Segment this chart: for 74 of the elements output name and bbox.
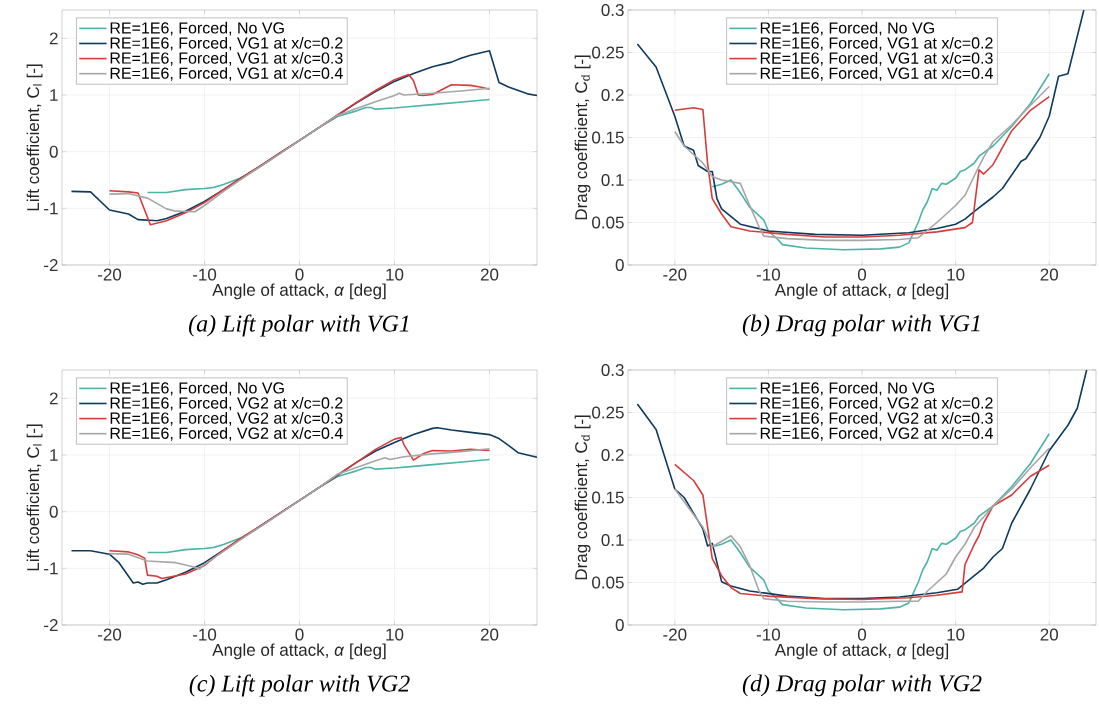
x-axis-title: Angle of attack, α [deg] xyxy=(774,643,949,660)
x-tick-label: 20 xyxy=(480,628,499,641)
y-tick-label: 0.3 xyxy=(601,363,624,377)
x-tick-label: 10 xyxy=(947,268,965,281)
y-axis-title: Lift coefficient, C$_{l}$ [-] xyxy=(26,424,43,571)
y-tick-label: 0.1 xyxy=(601,533,624,547)
y-tick-label: 0.05 xyxy=(592,216,624,229)
y-tick-label: 0 xyxy=(615,618,624,632)
legend-label: RE=1E6, Forced, VG1 at x/c=0.4 xyxy=(760,67,993,81)
legend-label: RE=1E6, Forced, VG2 at x/c=0.2 xyxy=(760,396,993,411)
y-tick-label: -1 xyxy=(44,562,58,575)
x-tick-label: 20 xyxy=(1040,628,1059,641)
y-axis-title: Lift coefficient, C$_{l}$ [-] xyxy=(26,64,43,211)
x-tick-label: 10 xyxy=(947,628,965,641)
legend-label: RE=1E6, Forced, VG2 at x/c=0.2 xyxy=(110,396,343,411)
x-tick-label: -10 xyxy=(192,268,217,281)
text: (d) Drag polar with VG2 xyxy=(742,674,982,697)
y-tick-label: 0.3 xyxy=(601,3,624,17)
y-tick-label: 0.05 xyxy=(592,576,624,589)
legend-label: RE=1E6, Forced, VG2 at x/c=0.4 xyxy=(760,427,993,441)
x-axis-title: Angle of attack, α [deg] xyxy=(212,283,386,300)
legend-label: RE=1E6, Forced, No VG xyxy=(110,381,284,396)
legend-label: RE=1E6, Forced, VG1 at x/c=0.3 xyxy=(110,52,343,66)
line-series xyxy=(108,87,491,213)
x-axis-title: Angle of attack, α [deg] xyxy=(212,643,386,660)
y-tick-label: 2 xyxy=(49,32,58,45)
y-tick-label: 2 xyxy=(49,392,58,405)
x-tick-label: -20 xyxy=(663,268,687,281)
x-tick-label: -20 xyxy=(97,628,122,641)
legend-label: RE=1E6, Forced, VG1 at x/c=0.3 xyxy=(760,52,993,66)
legend-label: RE=1E6, Forced, VG2 at x/c=0.4 xyxy=(110,427,343,441)
y-tick-label: 0 xyxy=(49,145,58,158)
x-tick-label: 20 xyxy=(480,268,499,281)
x-tick-label: 10 xyxy=(386,628,404,641)
x-tick-label: 0 xyxy=(295,268,304,281)
x-tick-label: 0 xyxy=(295,628,304,641)
x-tick-label: -20 xyxy=(663,628,687,641)
y-tick-label: 0.2 xyxy=(601,88,624,102)
x-tick-label: 0 xyxy=(857,628,867,641)
y-tick-label: -1 xyxy=(44,202,58,215)
text: (b) Drag polar with VG1 xyxy=(742,314,980,337)
y-tick-label: 0.1 xyxy=(601,173,624,187)
x-tick-label: 20 xyxy=(1040,268,1059,281)
legend-label: RE=1E6, Forced, No VG xyxy=(110,21,284,36)
y-tick-label: 1 xyxy=(50,89,58,101)
x-tick-label: -10 xyxy=(756,268,781,281)
x-axis-title: Angle of attack, α [deg] xyxy=(774,283,949,300)
x-tick-label: -10 xyxy=(756,628,781,641)
y-tick-label: 0 xyxy=(49,505,58,518)
y-tick-label: 0.2 xyxy=(601,448,624,462)
legend-label: RE=1E6, Forced, VG1 at x/c=0.2 xyxy=(110,36,343,51)
x-tick-label: 0 xyxy=(857,268,867,281)
y-tick-label: 0.15 xyxy=(592,491,624,504)
y-axis-title: Drag coefficient, C$_{d}$ [-] xyxy=(574,55,591,220)
y-tick-label: 0.25 xyxy=(592,406,624,419)
y-axis-title: Drag coefficient, C$_{d}$ [-] xyxy=(574,415,591,580)
x-tick-label: -10 xyxy=(192,628,217,641)
legend-label: RE=1E6, Forced, No VG xyxy=(760,381,934,396)
y-tick-label: 1 xyxy=(50,449,58,461)
y-tick-label: -2 xyxy=(44,619,58,631)
legend-label: RE=1E6, Forced, No VG xyxy=(760,21,934,36)
x-tick-label: 10 xyxy=(386,268,404,281)
y-tick-label: -2 xyxy=(44,259,58,271)
legend-label: RE=1E6, Forced, VG2 at x/c=0.3 xyxy=(110,412,343,426)
legend-label: RE=1E6, Forced, VG1 at x/c=0.2 xyxy=(760,36,993,51)
y-tick-label: 0 xyxy=(615,258,624,272)
legend-label: RE=1E6, Forced, VG1 at x/c=0.4 xyxy=(110,67,343,81)
text: (c) Lift polar with VG2 xyxy=(189,674,410,697)
x-tick-label: -20 xyxy=(97,268,122,281)
line-series xyxy=(636,370,1088,600)
text: (a) Lift polar with VG1 xyxy=(189,314,409,337)
y-tick-label: 0.15 xyxy=(592,131,624,144)
legend-label: RE=1E6, Forced, VG2 at x/c=0.3 xyxy=(760,412,993,426)
y-tick-label: 0.25 xyxy=(592,46,624,59)
